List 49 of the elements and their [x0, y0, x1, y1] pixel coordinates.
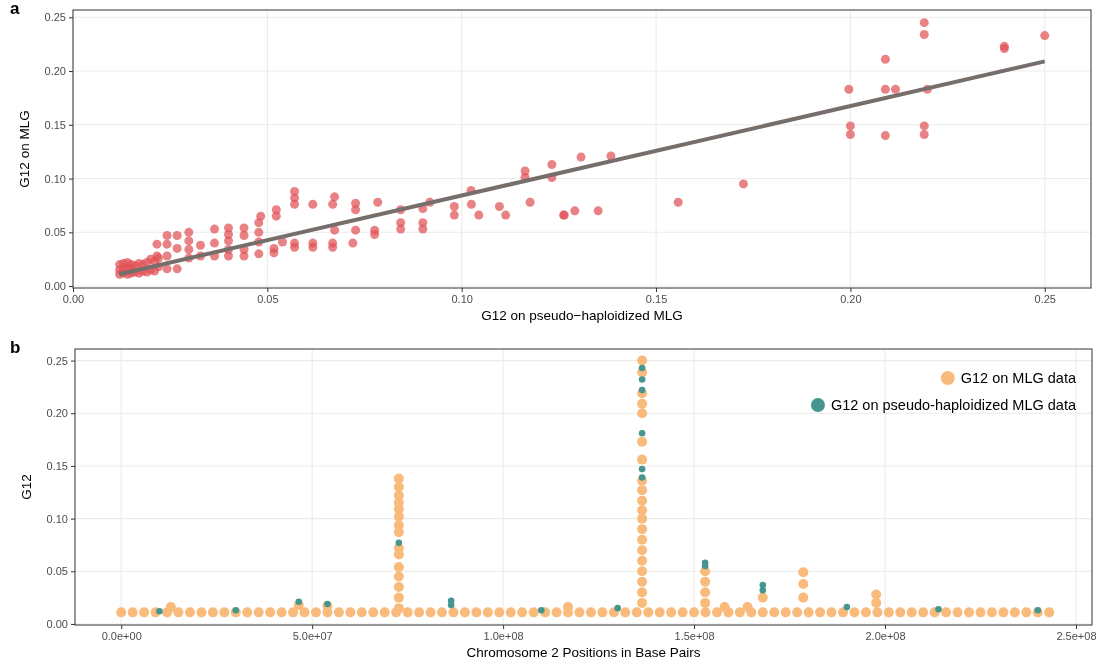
point — [614, 604, 621, 612]
y-tick-label: 0.15 — [44, 118, 66, 131]
y-tick-label: 0.15 — [46, 459, 68, 472]
x-tick-label: 1.5e+08 — [674, 629, 715, 642]
point — [295, 598, 303, 606]
x-axis-title: Chromosome 2 Positions in Base Pairs — [466, 645, 701, 660]
y-tick-label: 0.10 — [46, 512, 68, 525]
point — [843, 603, 851, 611]
y-tick-label: 0.05 — [44, 226, 66, 239]
y-tick-label: 0.20 — [44, 65, 66, 78]
y-tick-label: 0.10 — [44, 172, 66, 185]
point — [638, 376, 646, 383]
legend-label: G12 on MLG data — [960, 370, 1077, 386]
point — [638, 364, 646, 372]
point — [759, 581, 767, 589]
x-tick-label: 0.05 — [257, 292, 279, 305]
x-tick-label: 0.0e+00 — [101, 629, 142, 642]
y-tick-label: 0.00 — [46, 617, 68, 630]
point — [935, 605, 942, 613]
point — [1034, 606, 1042, 614]
legend-label: G12 on pseudo-haploidized MLG data — [830, 397, 1077, 413]
point — [156, 608, 163, 615]
y-tick-label: 0.00 — [44, 280, 66, 293]
point — [638, 429, 646, 437]
x-tick-label: 5.0e+07 — [292, 629, 333, 642]
y-tick-label: 0.25 — [46, 354, 68, 367]
x-tick-label: 0.15 — [645, 292, 668, 305]
y-axis-title: G12 on MLG — [17, 110, 32, 188]
x-tick-label: 1.0e+08 — [483, 629, 524, 642]
x-axis-title: G12 on pseudo−haploidized MLG — [481, 308, 683, 323]
x-tick-label: 0.10 — [451, 292, 473, 305]
y-tick-label: 0.25 — [44, 11, 66, 24]
x-tick-label: 0.25 — [1034, 292, 1056, 305]
point — [538, 606, 545, 614]
x-tick-label: 2.0e+08 — [865, 629, 906, 642]
x-tick-label: 0.20 — [840, 292, 862, 305]
point — [638, 386, 646, 394]
y-tick-label: 0.05 — [46, 565, 68, 578]
point — [324, 600, 331, 608]
y-axis-title: G12 — [19, 474, 34, 500]
chart-title: a — [10, 0, 20, 18]
y-tick-label: 0.20 — [46, 407, 68, 420]
point — [638, 465, 646, 473]
chart-title: b — [10, 338, 21, 357]
x-tick-label: 0.00 — [62, 292, 85, 305]
x-tick-label: 2.5e+08 — [1056, 629, 1097, 642]
point — [395, 539, 403, 547]
point — [638, 474, 646, 481]
point — [232, 606, 240, 614]
